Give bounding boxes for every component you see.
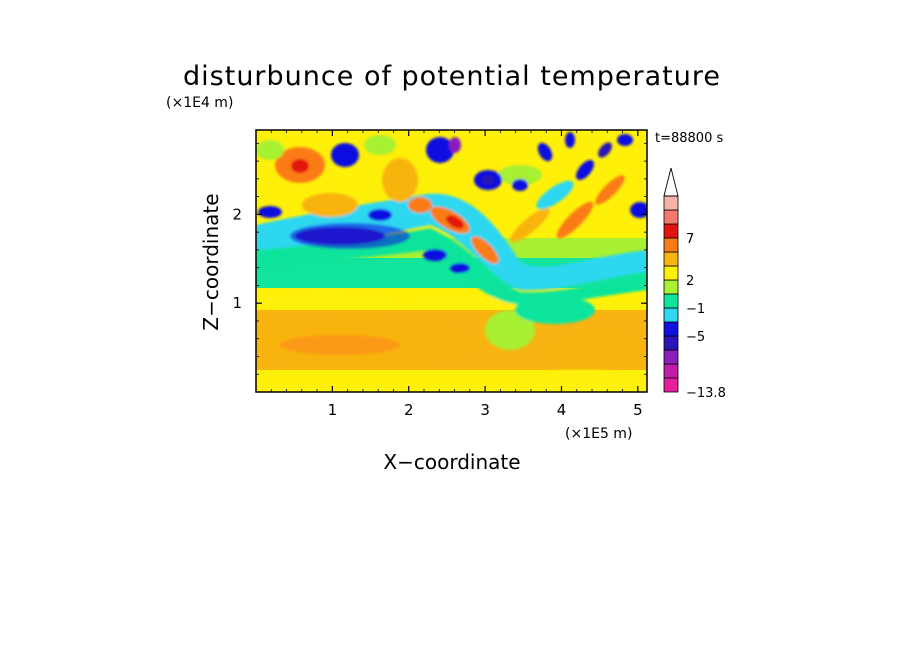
- colorbar-segment: [663, 195, 679, 211]
- heatmap-field: [256, 130, 647, 392]
- blue-upper-8: [565, 132, 575, 148]
- colorbar-label: −13.8: [686, 386, 726, 401]
- colorbar-label: 7: [686, 232, 694, 247]
- x-axis-label: X−coordinate: [383, 450, 520, 474]
- y-tick-label: 1: [232, 294, 242, 312]
- blue-upper-5: [537, 142, 553, 162]
- warm-blob-right: [550, 336, 647, 364]
- yellow-lower-right: [520, 370, 640, 390]
- purple-upper-2: [482, 175, 494, 185]
- blue-upper-6: [576, 160, 594, 180]
- green-upper-2: [364, 135, 396, 155]
- orange-diag-2: [471, 236, 499, 264]
- blue-upper-9: [617, 134, 633, 146]
- yellow-streak-1: [260, 293, 400, 303]
- time-label: t=88800 s: [655, 131, 723, 146]
- warm-blob-lower-core: [280, 335, 400, 355]
- y-axis: 12: [232, 142, 647, 375]
- x-tick-label: 2: [404, 401, 414, 419]
- colorbar-segment: [663, 349, 679, 365]
- chart-title: disturbunce of potential temperature: [183, 61, 721, 92]
- purple-upper-1: [449, 137, 461, 153]
- plot-frame: [255, 129, 648, 393]
- blue-upper-4: [512, 179, 528, 191]
- green-upper-3: [498, 165, 542, 185]
- colorbar-segment: [663, 237, 679, 253]
- colorbar-segment: [663, 335, 679, 351]
- blue-small-1: [258, 206, 282, 218]
- colorbar-segment: [663, 209, 679, 225]
- x-axis: 1 2 3 4 5: [270, 130, 643, 419]
- colorbar-segment: [663, 321, 679, 337]
- x-unit-label: (×1E5 m): [565, 426, 632, 442]
- orange-upper-2: [302, 193, 358, 217]
- colorbar-segment: [663, 307, 679, 323]
- x-tick-label: 3: [480, 401, 490, 419]
- green-upper-1: [256, 140, 284, 160]
- x-tick-label: 4: [557, 401, 567, 419]
- colorbar-segment: [663, 265, 679, 281]
- colorbar-segment: [663, 279, 679, 295]
- blue-upper-1: [331, 143, 359, 167]
- x-tick-label: 1: [328, 401, 338, 419]
- blue-small-2: [423, 249, 447, 261]
- red-upper-1: [291, 159, 309, 173]
- orange-upper-4: [408, 197, 432, 213]
- colorbar-label: 2: [686, 274, 694, 289]
- colorbar-label: −1: [686, 302, 705, 317]
- orange-upper-3: [382, 158, 418, 202]
- orange-diag-4: [556, 201, 594, 239]
- blue-band-left-edge: [290, 223, 410, 249]
- colorbar: [663, 167, 679, 393]
- colorbar-label: −5: [686, 330, 705, 345]
- colorbar-extend-arrow: [663, 167, 679, 197]
- red-diag-1: [445, 215, 465, 229]
- colorbar-labels: 7 2 −1 −5 −13.8: [686, 232, 726, 401]
- green-pocket-1: [485, 310, 535, 350]
- orange-diag-5: [595, 175, 625, 205]
- y-axis-label: Z−coordinate: [199, 193, 223, 330]
- cyan-upper-1: [536, 180, 574, 210]
- blue-upper-2: [426, 137, 454, 163]
- orange-diag-3: [510, 208, 550, 242]
- blue-small-4: [368, 209, 392, 221]
- colorbar-segment: [663, 293, 679, 309]
- colorbar-segment: [663, 223, 679, 239]
- blue-small-3: [450, 263, 470, 273]
- cyan-wave-band: [256, 193, 647, 291]
- colorbar-segment: [663, 377, 679, 393]
- colorbar-segment: [663, 363, 679, 379]
- x-tick-label: 5: [633, 401, 643, 419]
- blue-upper-7: [598, 142, 612, 158]
- colorbar-segment: [663, 251, 679, 267]
- y-tick-label: 2: [232, 205, 242, 223]
- y-unit-label: (×1E4 m): [166, 95, 233, 111]
